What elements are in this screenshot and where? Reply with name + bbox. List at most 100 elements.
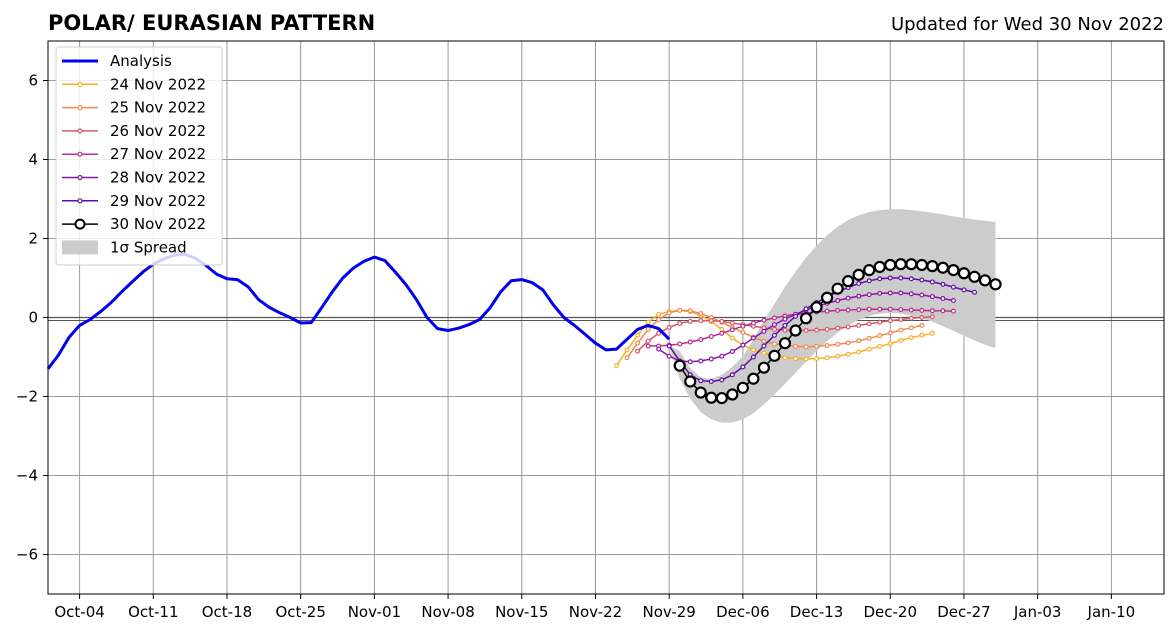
data-point: [782, 355, 788, 361]
x-tick-label: Nov-15: [495, 603, 548, 621]
legend-item: 29 Nov 2022: [62, 192, 206, 210]
data-point: [635, 348, 641, 354]
y-tick-label: −6: [16, 546, 38, 564]
data-point: [719, 326, 725, 332]
data-point: [835, 353, 841, 359]
data-point: [898, 275, 904, 281]
data-point: [908, 325, 914, 331]
data-point: [645, 338, 651, 344]
x-tick-label: Oct-11: [128, 603, 178, 621]
x-tick-label: Dec-20: [863, 603, 917, 621]
data-point: [656, 346, 662, 352]
data-point: [803, 356, 809, 362]
data-point: [635, 332, 641, 338]
data-point: [729, 327, 735, 333]
data-point: [835, 325, 841, 331]
data-point: [793, 343, 799, 349]
data-point: [887, 290, 893, 296]
data-point: [810, 301, 823, 314]
y-tick-label: −4: [16, 467, 38, 485]
data-point: [824, 326, 830, 332]
data-point: [750, 347, 756, 353]
data-point: [866, 346, 872, 352]
data-point: [814, 343, 820, 349]
legend-marker: [77, 128, 83, 134]
data-point: [845, 307, 851, 313]
data-point: [729, 372, 735, 378]
data-point: [950, 298, 956, 304]
data-point: [877, 333, 883, 339]
data-point: [866, 292, 872, 298]
data-point: [694, 386, 707, 399]
data-point: [887, 306, 893, 312]
data-point: [929, 308, 935, 314]
data-point: [877, 343, 883, 349]
data-point: [845, 324, 851, 330]
data-point: [666, 343, 672, 349]
data-point: [961, 287, 967, 293]
data-point: [708, 333, 714, 339]
data-point: [887, 330, 893, 336]
data-point: [698, 337, 704, 343]
data-point: [782, 322, 788, 328]
legend-marker: [77, 198, 83, 204]
data-point: [698, 311, 704, 317]
data-point: [771, 315, 777, 321]
legend-swatch: [62, 240, 98, 255]
data-point: [940, 296, 946, 302]
data-point: [750, 335, 756, 341]
data-point: [624, 355, 630, 361]
data-point: [863, 264, 876, 277]
data-point: [747, 372, 760, 385]
data-point: [919, 322, 925, 328]
data-point: [771, 332, 777, 338]
x-tick-label: Nov-08: [421, 603, 474, 621]
y-tick-label: 4: [28, 151, 38, 169]
data-point: [968, 270, 981, 283]
data-point: [740, 323, 746, 329]
legend-label: 28 Nov 2022: [110, 169, 206, 187]
data-point: [645, 319, 651, 325]
data-point: [761, 350, 767, 356]
data-point: [666, 324, 672, 330]
data-point: [842, 275, 855, 288]
data-point: [793, 356, 799, 362]
data-point: [887, 318, 893, 324]
data-point: [761, 338, 767, 344]
legend-marker: [77, 151, 83, 157]
data-point: [708, 356, 714, 362]
data-point: [771, 326, 777, 332]
data-point: [726, 388, 739, 401]
data-point: [929, 314, 935, 320]
legend-item: 30 Nov 2022: [62, 215, 206, 233]
y-tick-label: 6: [28, 72, 38, 90]
data-point: [908, 315, 914, 321]
data-point: [898, 316, 904, 322]
data-point: [789, 324, 802, 337]
data-point: [677, 341, 683, 347]
legend-label: 24 Nov 2022: [110, 75, 206, 93]
data-point: [919, 315, 925, 321]
legend-box: [55, 46, 223, 266]
data-point: [666, 310, 672, 316]
data-point: [740, 330, 746, 336]
data-point: [814, 356, 820, 362]
data-point: [687, 318, 693, 324]
data-point: [803, 306, 809, 312]
data-point: [684, 375, 697, 388]
x-tick-label: Nov-29: [642, 603, 695, 621]
data-point: [761, 328, 767, 334]
data-point: [740, 364, 746, 370]
data-point: [835, 298, 841, 304]
data-point: [852, 268, 865, 281]
data-point: [719, 318, 725, 324]
data-point: [824, 343, 830, 349]
legend-label: 25 Nov 2022: [110, 99, 206, 117]
data-point: [950, 308, 956, 314]
data-point: [905, 258, 918, 271]
data-point: [898, 290, 904, 296]
y-tick-label: 0: [28, 309, 38, 327]
data-point: [887, 275, 893, 281]
data-point: [656, 316, 662, 322]
